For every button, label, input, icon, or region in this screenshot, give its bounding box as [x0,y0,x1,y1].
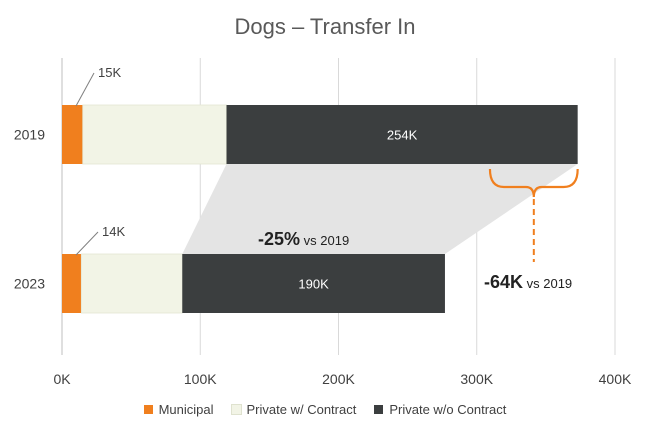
data-labels: 15K 254K 14K 190K [75,65,418,292]
data-label-private-wo-contract: 190K [298,277,329,292]
legend: Municipal Private w/ Contract Private w/o … [0,402,650,417]
annotations: -25% vs 2019 -64K vs 2019 [258,168,579,292]
abs-change-annotation: -64K vs 2019 [484,272,572,292]
legend-label: Private w/o Contract [389,402,507,417]
legend-label: Municipal [158,402,214,417]
x-tick-label: 0K [53,371,71,387]
legend-swatch [143,405,153,414]
x-tick-label: 400K [599,371,632,387]
data-label-leader [75,72,95,107]
x-tick-label: 300K [460,371,493,387]
change-connector-group [182,164,578,254]
bar-segment [82,104,227,165]
data-label-municipal: 15K [98,65,121,80]
data-label-municipal: 14K [102,224,125,239]
change-brace [488,168,579,198]
chart-title: Dogs – Transfer In [234,14,416,39]
bar-segment [80,253,183,314]
legend-item: Municipal [143,402,214,417]
category-labels: 2019 2023 [14,127,45,292]
x-tick-label: 200K [322,371,355,387]
x-tick-label: 100K [184,371,217,387]
data-label-leader [75,231,99,256]
bar-segment [62,254,82,313]
category-label: 2019 [14,127,45,143]
bar-segment [182,254,445,313]
legend-swatch [374,405,384,414]
legend-swatch [230,404,242,415]
legend-label: Private w/ Contract [246,402,357,417]
bars [62,104,578,314]
data-label-private-wo-contract: 254K [387,128,418,143]
bar-segment [62,105,83,164]
legend-item: Private w/ Contract [230,402,357,417]
category-label: 2023 [14,276,45,292]
bar-segment [226,105,578,164]
legend-item: Private w/o Contract [374,402,506,417]
x-tick-labels: 0K 100K 200K 300K 400K [53,371,632,387]
change-connector-band [182,164,578,254]
pct-change-annotation: -25% vs 2019 [258,229,349,249]
